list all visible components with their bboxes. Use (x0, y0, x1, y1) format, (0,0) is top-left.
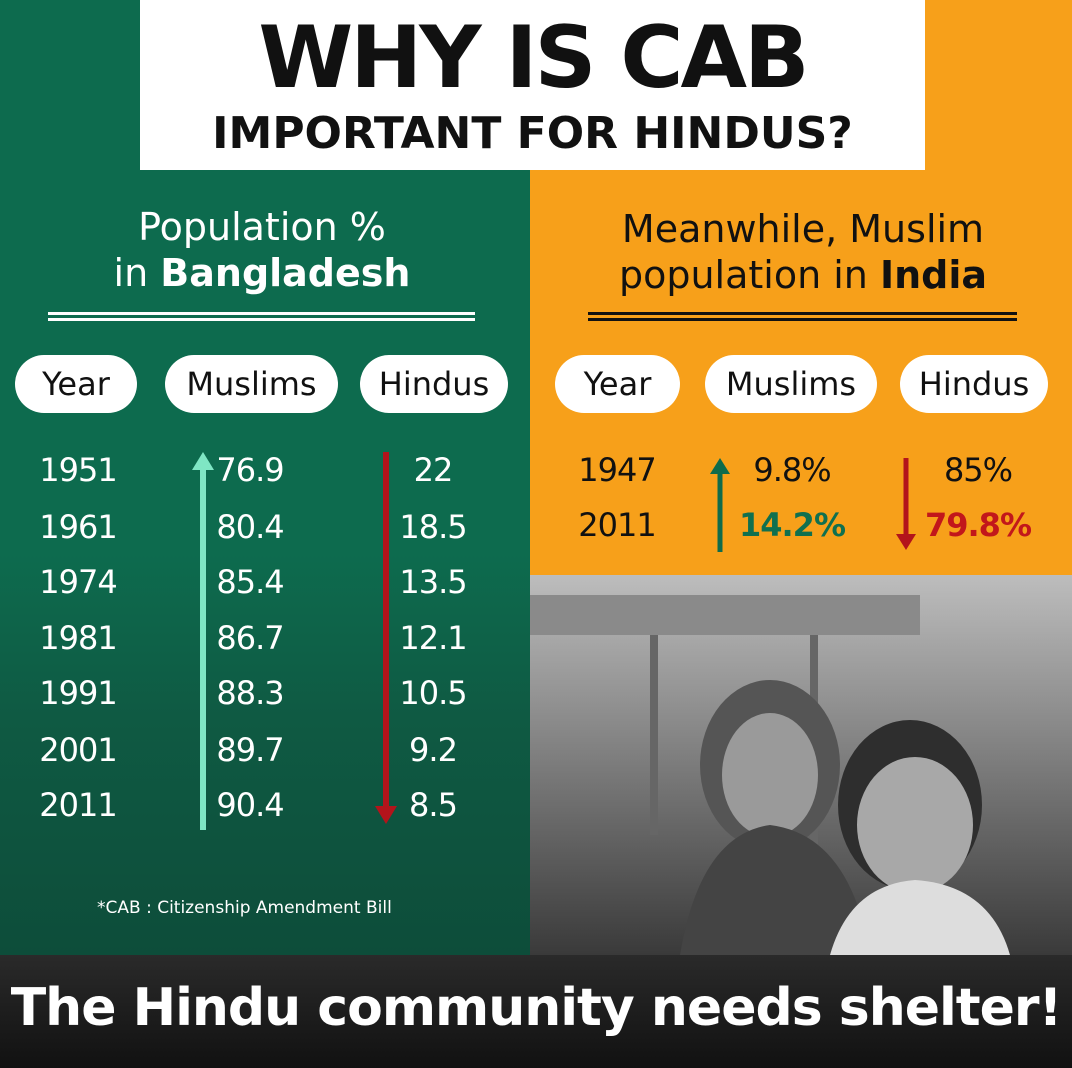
table-cell: 88.3 (216, 674, 284, 712)
title-box: WHY IS CAB IMPORTANT FOR HINDUS? (140, 0, 925, 170)
column-header: Hindus (360, 355, 508, 413)
left-heading: Population % in Bangladesh (22, 204, 502, 296)
photo (530, 575, 1072, 955)
title: WHY IS CAB (258, 8, 809, 108)
column-header: Muslims (165, 355, 338, 413)
table-cell: 86.7 (216, 619, 284, 657)
footer-band (0, 955, 1072, 1068)
heading-line: Population % (138, 205, 386, 249)
arrows (192, 452, 916, 830)
divider (588, 312, 1017, 321)
table-cell: 1991 (39, 674, 117, 712)
table-cell: 1961 (39, 508, 117, 546)
heading-bold: India (879, 253, 988, 297)
table-cell: 22 (413, 451, 454, 489)
footnote: *CAB : Citizenship Amendment Bill (97, 898, 392, 918)
table-cell: 9.2 (409, 731, 458, 769)
table-cell: 2011 (578, 506, 656, 544)
column-header: Year (15, 355, 137, 413)
table-cell: 76.9 (216, 451, 284, 489)
heading-line: in Bangladesh (22, 250, 502, 296)
table-cell: 1981 (39, 619, 117, 657)
heading-line: Meanwhile, Muslim (621, 207, 985, 251)
column-header: Muslims (705, 355, 877, 413)
table-cell: 14.2% (738, 506, 846, 544)
table-cell: 10.5 (399, 674, 467, 712)
table-cell: 79.8% (924, 506, 1032, 544)
table-cell: 89.7 (216, 731, 284, 769)
table-cell: 1947 (578, 451, 656, 489)
table-cell: 1974 (39, 563, 117, 601)
heading-bold: Bangladesh (160, 251, 411, 295)
table-cell: 1951 (39, 451, 117, 489)
table-cell: 2001 (39, 731, 117, 769)
heading-prefix: in (113, 251, 149, 295)
column-header: Hindus (900, 355, 1048, 413)
heading-line: population in India (563, 252, 1043, 298)
footer-text: The Hindu community needs shelter! (10, 978, 1063, 1038)
table-cell: 18.5 (399, 508, 467, 546)
table-cell: 80.4 (216, 508, 284, 546)
table-cell: 90.4 (216, 786, 284, 824)
table-cell: 85.4 (216, 563, 284, 601)
table-cell: 13.5 (399, 563, 467, 601)
table-cell: 8.5 (409, 786, 458, 824)
subtitle: IMPORTANT FOR HINDUS? (212, 108, 853, 159)
table-cell: 9.8% (753, 451, 831, 489)
table-cell: 85% (943, 451, 1013, 489)
column-header: Year (555, 355, 680, 413)
divider (48, 312, 475, 321)
table-cell: 12.1 (399, 619, 467, 657)
heading-prefix: population in (618, 253, 868, 297)
right-heading: Meanwhile, Muslim population in India (563, 206, 1043, 298)
table-cell: 2011 (39, 786, 117, 824)
